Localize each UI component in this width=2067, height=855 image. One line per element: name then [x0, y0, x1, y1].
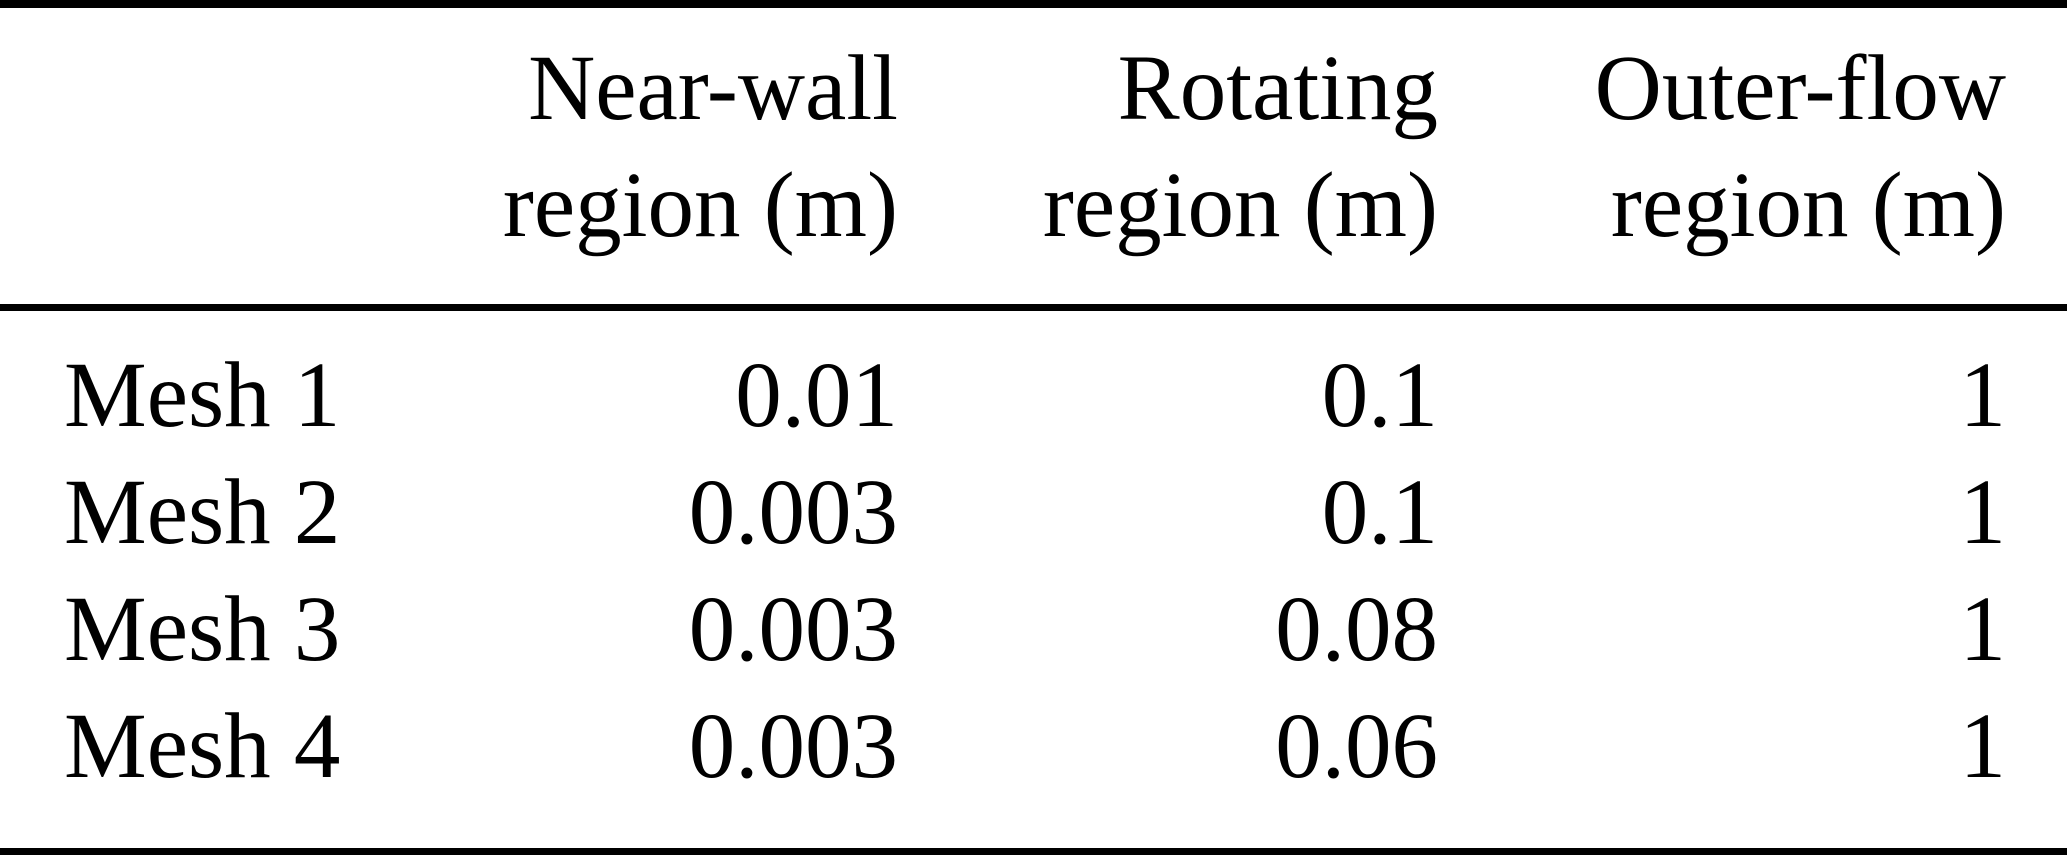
table-row-mesh-2: Mesh 2 0.003 0.1 1 — [0, 454, 2067, 571]
header-rotating-region: Rotating region (m) — [898, 4, 1438, 311]
row-label: Mesh 4 — [64, 695, 341, 798]
row-label: Mesh 2 — [64, 461, 341, 564]
header-outer-flow-line1: Outer-flow — [1594, 37, 2006, 140]
table-header: Near-wall region (m) Rotating region (m)… — [0, 4, 2067, 311]
rotating-value: 0.1 — [1321, 344, 1438, 447]
rotating-value: 0.08 — [1275, 578, 1438, 681]
header-outer-flow-line2: region (m) — [1610, 154, 2006, 257]
table-row-mesh-4: Mesh 4 0.003 0.06 1 — [0, 688, 2067, 852]
table-row-mesh-1: Mesh 1 0.01 0.1 1 — [0, 308, 2067, 455]
table-body: Mesh 1 0.01 0.1 1 Mesh 2 0.003 0.1 1 Mes… — [0, 308, 2067, 852]
header-outer-flow-region: Outer-flow region (m) — [1438, 4, 2067, 311]
rotating-value: 0.1 — [1321, 461, 1438, 564]
row-label: Mesh 1 — [64, 344, 341, 447]
row-label: Mesh 3 — [64, 578, 341, 681]
table-row-mesh-3: Mesh 3 0.003 0.08 1 — [0, 571, 2067, 688]
near-wall-value: 0.01 — [735, 344, 898, 447]
header-near-wall-region: Near-wall region (m) — [430, 4, 898, 311]
header-near-wall-line1: Near-wall — [528, 37, 898, 140]
near-wall-value: 0.003 — [688, 461, 898, 564]
header-near-wall-line2: region (m) — [502, 154, 898, 257]
outer-flow-value: 1 — [1959, 344, 2007, 447]
near-wall-value: 0.003 — [688, 695, 898, 798]
near-wall-value: 0.003 — [688, 578, 898, 681]
header-rotating-line2: region (m) — [1042, 154, 1438, 257]
outer-flow-value: 1 — [1959, 695, 2007, 798]
header-rotating-line1: Rotating — [1117, 37, 1438, 140]
outer-flow-value: 1 — [1959, 578, 2007, 681]
outer-flow-value: 1 — [1959, 461, 2007, 564]
rotating-value: 0.06 — [1275, 695, 1438, 798]
header-spacer-cell — [0, 4, 430, 311]
header-row: Near-wall region (m) Rotating region (m)… — [0, 4, 2067, 311]
